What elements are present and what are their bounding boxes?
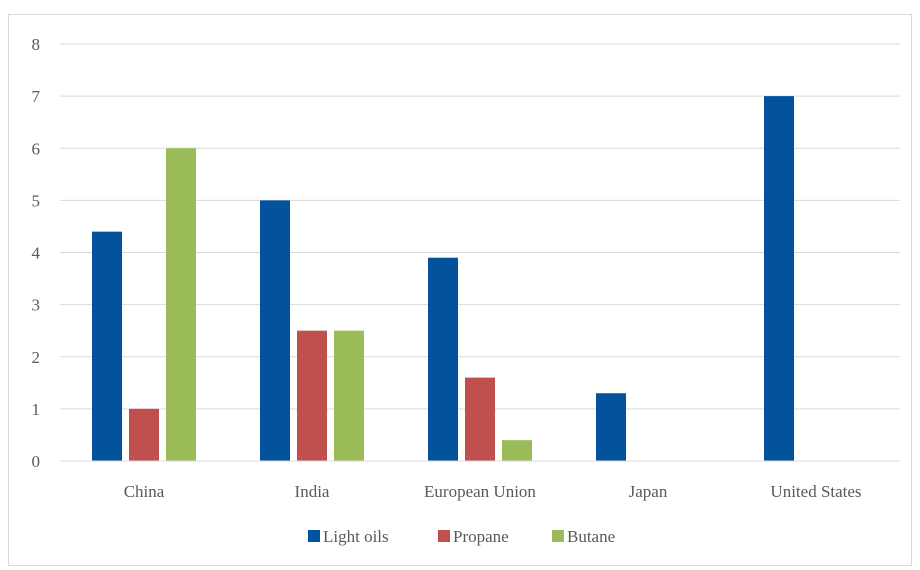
legend-label: Propane [453,527,509,546]
bar-butane-china [166,148,196,461]
bar-propane-india [297,330,327,461]
bar-butane-india [334,330,364,461]
x-category-label: Japan [629,482,668,501]
y-tick-label: 1 [32,400,41,419]
y-tick-label: 5 [32,191,41,210]
legend-swatch-propane [438,530,450,542]
bar-propane-china [129,408,159,461]
x-category-label: India [295,482,330,501]
gridlines [60,43,900,410]
bar-light-oils-japan [596,393,626,461]
legend: Light oils Propane Butane [308,527,615,546]
y-tick-label: 4 [32,244,41,263]
bar-light-oils-united-states [764,96,794,461]
y-tick-label: 6 [32,139,41,158]
x-category-label: United States [770,482,861,501]
bar-light-oils-india [260,200,290,461]
y-tick-label: 8 [32,35,41,54]
x-category-label: European Union [424,482,536,501]
legend-label: Light oils [323,527,389,546]
y-tick-label: 3 [32,296,41,315]
bar-propane-european-union [465,377,495,461]
legend-swatch-butane [552,530,564,542]
bar-light-oils-china [92,231,122,461]
bars [92,96,794,461]
legend-label: Butane [567,527,615,546]
x-category-label: China [124,482,165,501]
y-axis-ticks: 0 1 2 3 4 5 6 7 8 [32,35,41,471]
x-axis-categories: China India European Union Japan United Stat… [124,482,862,501]
chart-frame [8,14,912,566]
y-tick-label: 7 [32,87,41,106]
y-tick-label: 0 [32,452,41,471]
bar-light-oils-european-union [428,257,458,461]
y-tick-label: 2 [32,348,41,367]
legend-swatch-light-oils [308,530,320,542]
bar-butane-european-union [502,440,532,461]
